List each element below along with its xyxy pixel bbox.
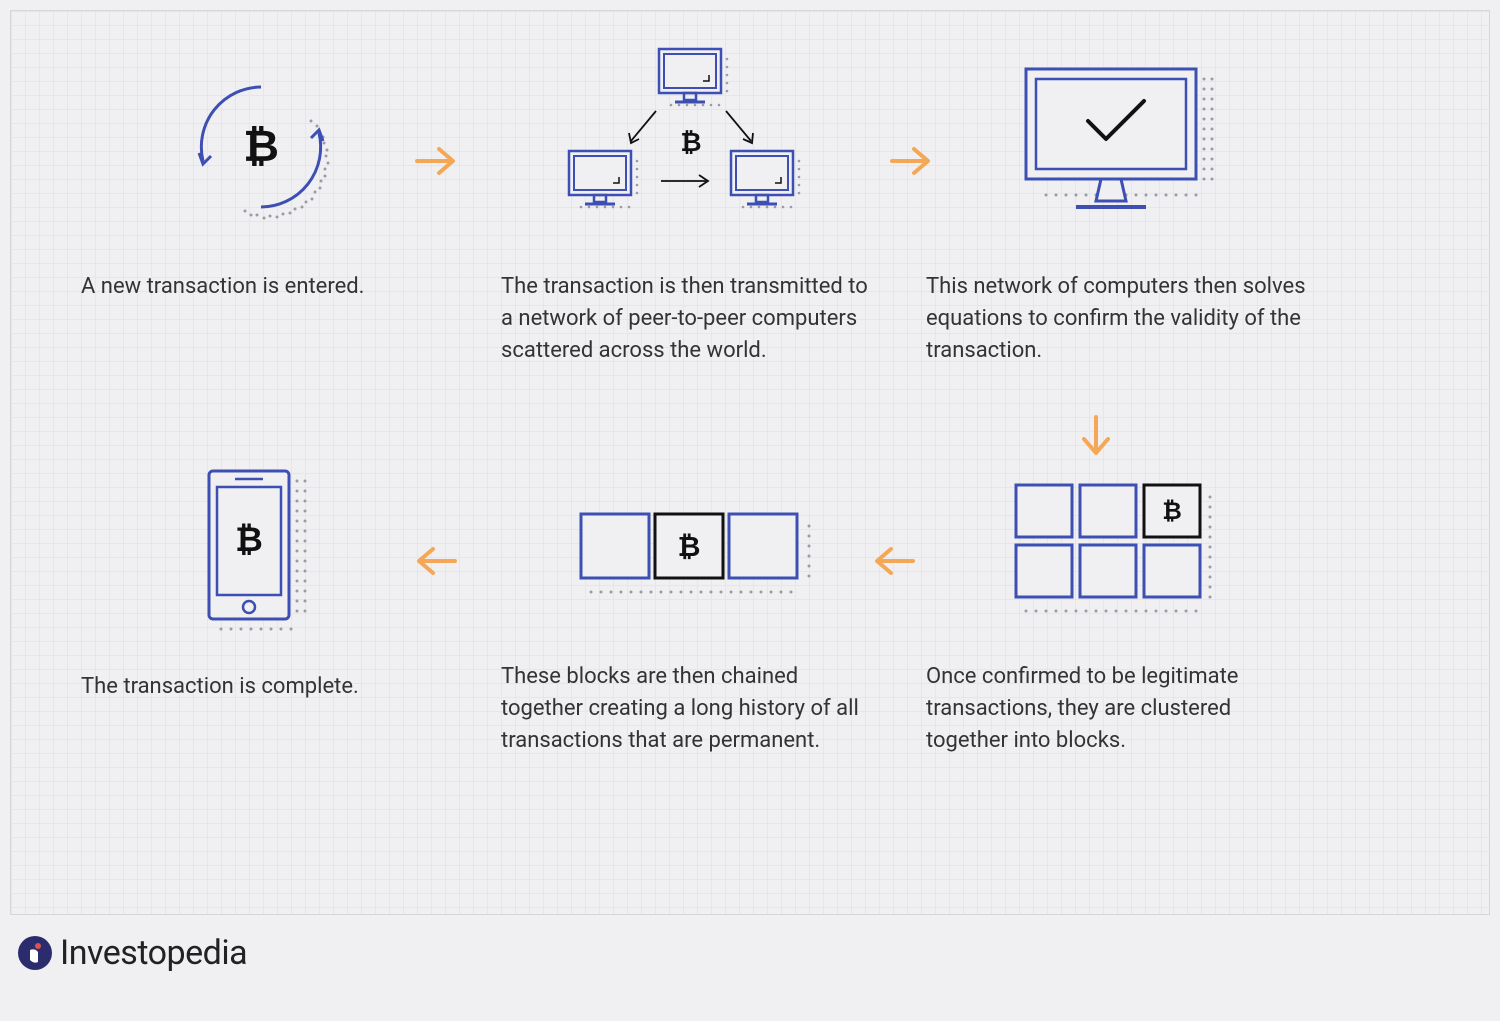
blocks-chain-icon: ₿ [501, 481, 881, 631]
svg-text:₿: ₿ [1162, 497, 1182, 525]
step-2: ₿ The transaction is then transmitted to… [501, 41, 881, 367]
svg-text:₿: ₿ [243, 122, 279, 171]
branding: Investopedia [10, 915, 1490, 973]
cycle-bitcoin-icon: ₿ [81, 61, 441, 241]
arrow-right-2-icon [886, 141, 936, 181]
step-6-caption: The transaction is complete. [81, 671, 441, 703]
investopedia-logo-icon [18, 936, 52, 970]
arrow-left-1-icon [869, 541, 919, 581]
diagram-canvas: ₿ A new transaction is entered. [10, 10, 1490, 915]
step-4: ₿ Once confirmed to be legitimate transa… [926, 471, 1306, 757]
svg-text:₿: ₿ [680, 128, 701, 158]
arrow-right-1-icon [411, 141, 461, 181]
step-2-caption: The transaction is then transmitted to a… [501, 271, 881, 367]
step-1-caption: A new transaction is entered. [81, 271, 441, 303]
arrow-left-2-icon [411, 541, 461, 581]
step-1: ₿ A new transaction is entered. [81, 61, 441, 303]
step-4-caption: Once confirmed to be legitimate transact… [926, 661, 1306, 757]
blocks-grid-icon: ₿ [926, 471, 1306, 631]
svg-text:₿: ₿ [678, 530, 701, 563]
step-6: ₿ The transaction is complete. [81, 461, 441, 703]
step-5-caption: These blocks are then chained together c… [501, 661, 881, 757]
monitor-check-icon [926, 56, 1306, 241]
arrow-down-icon [1076, 411, 1116, 461]
svg-text:₿: ₿ [235, 520, 263, 560]
step-3-caption: This network of computers then solves eq… [926, 271, 1306, 367]
phone-bitcoin-icon: ₿ [81, 461, 441, 641]
step-3: This network of computers then solves eq… [926, 56, 1306, 367]
step-5: ₿ These blocks are then chained together… [501, 481, 881, 757]
brand-name: Investopedia [60, 933, 247, 973]
network-computers-icon: ₿ [501, 41, 881, 241]
